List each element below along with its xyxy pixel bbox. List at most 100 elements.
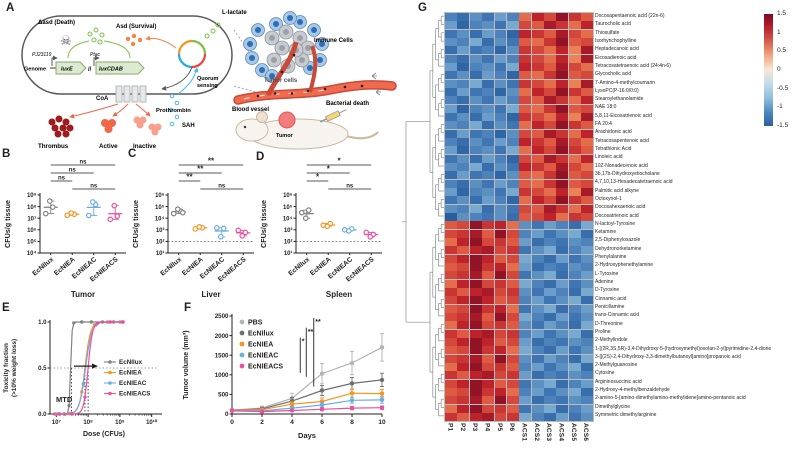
heatmap-cell [445, 121, 457, 130]
heatmap-cell [544, 296, 556, 305]
heatmap-cell [531, 13, 544, 21]
heatmap-cell [506, 304, 519, 313]
heatmap-cell [506, 229, 519, 238]
heatmap-cell [445, 104, 457, 113]
heatmap-cell [519, 296, 532, 305]
heatmap-cell [519, 113, 532, 121]
heatmap-cell [531, 396, 544, 405]
heatmap-cell [445, 404, 457, 413]
heatmap-cell [457, 321, 470, 330]
heatmap-cell [506, 346, 519, 355]
heatmap-cell [494, 79, 507, 88]
heatmap-cell [519, 13, 532, 21]
svg-text:PBS: PBS [248, 319, 263, 326]
heatmap-row-label: Arachidonic acid [595, 129, 632, 136]
heatmap-cell [568, 304, 581, 313]
heatmap-cell [531, 304, 544, 313]
heatmap-row-label: 2-Hydroxyphenethylamine [595, 262, 654, 269]
promoter1-label: PJ23119 [32, 52, 52, 58]
heatmap-cell [457, 21, 470, 30]
heatmap-cell [445, 279, 457, 288]
heatmap-cell [482, 338, 494, 346]
heatmap-row-label: Dehydronorketamine [595, 245, 642, 252]
svg-text:ns: ns [69, 168, 77, 174]
heatmap-cell [568, 213, 581, 221]
inactive-prothrombin [133, 116, 162, 136]
gene-luxE-arrow [55, 61, 87, 75]
heatmap-cell [469, 404, 482, 413]
heatmap-cell [445, 13, 457, 21]
heatmap-cell [581, 196, 593, 205]
heatmap-cell [556, 154, 569, 163]
heatmap-cell [457, 404, 470, 413]
heatmap-cell [568, 296, 581, 305]
heatmap-col-label: P4 [483, 423, 491, 432]
heatmap-cell [469, 338, 482, 346]
heatmap-cell [568, 79, 581, 88]
heatmap-cell [506, 179, 519, 188]
heatmap-cell [568, 38, 581, 46]
heatmap-cell [506, 321, 519, 330]
colorbar-tick-label: 0 [777, 66, 781, 73]
svg-text:EcNIlux: EcNIlux [119, 359, 143, 366]
svg-text:EcNIEA: EcNIEA [248, 341, 273, 348]
heatmap-cell [445, 304, 457, 313]
heatmap-cell [469, 188, 482, 196]
heatmap-cell [568, 363, 581, 371]
heatmap-cell [494, 388, 507, 396]
heatmap-row-label: 10Z-Nonadecenoic acid [595, 162, 648, 169]
heatmap-cell [457, 371, 470, 380]
colorbar-tick-label: -1.5 [777, 122, 789, 129]
heatmap-cell [519, 221, 532, 230]
heatmap-cell [581, 88, 593, 96]
tumor-cells-label: Tumor cells [264, 78, 298, 84]
heatmap-cell [457, 179, 470, 188]
heatmap-cell [544, 79, 556, 88]
heatmap-cell [581, 221, 593, 230]
heatmap-cell [482, 254, 494, 263]
heatmap-cell [531, 79, 544, 88]
svg-text:0.5: 0.5 [38, 366, 47, 372]
heatmap-cell [556, 79, 569, 88]
heatmap-cell [457, 79, 470, 88]
heatmap-cell [445, 321, 457, 330]
heatmap-cell [482, 229, 494, 238]
heatmap-grid [444, 12, 594, 422]
heatmap-cell [544, 46, 556, 55]
svg-text:10: 10 [378, 419, 386, 426]
heatmap-cell [519, 188, 532, 196]
heatmap-cell [556, 196, 569, 205]
heatmap-cell [568, 379, 581, 388]
heatmap-row-label: 2-Methylindole [595, 337, 628, 344]
heatmap-cell [544, 163, 556, 171]
panel-a-illustration: ☠ Δasd (Death) Asd (Survival) Genome lux… [21, 10, 397, 150]
heatmap-row-label: Isorhynchophylline [595, 37, 637, 44]
heatmap-cell [556, 113, 569, 121]
heatmap-cell [494, 146, 507, 155]
heatmap-cell [519, 346, 532, 355]
heatmap-row-label: Phenylalanine [595, 254, 627, 261]
gene-luxCDAB-arrow [95, 61, 145, 75]
heatmap-cell [457, 396, 470, 405]
heatmap-cell [519, 29, 532, 38]
svg-text:1500: 1500 [215, 352, 229, 359]
quorum-label-2: sensing [197, 83, 218, 89]
heatmap-cell [581, 413, 593, 421]
heatmap-cell [531, 163, 544, 171]
heatmap-cell [445, 413, 457, 421]
svg-text:10⁵: 10⁵ [283, 205, 293, 211]
colorbar-tick-label: 1.5 [777, 10, 787, 17]
heatmap-cell [544, 188, 556, 196]
heatmap-cell [568, 313, 581, 321]
svg-text:2500: 2500 [215, 313, 229, 320]
colorbar [764, 14, 773, 126]
bacterial-death-label: Bacterial death [326, 101, 369, 107]
heatmap-cell [482, 346, 494, 355]
heatmap-row-label: Palmitic acid alkyne [595, 187, 639, 194]
heatmap-cell [494, 296, 507, 305]
heatmap-row-label: Dimethylglycine [595, 403, 631, 410]
active-thrombin [101, 119, 116, 133]
svg-text:Liver: Liver [201, 290, 220, 299]
heatmap-cell [482, 213, 494, 221]
heatmap-cell [506, 146, 519, 155]
